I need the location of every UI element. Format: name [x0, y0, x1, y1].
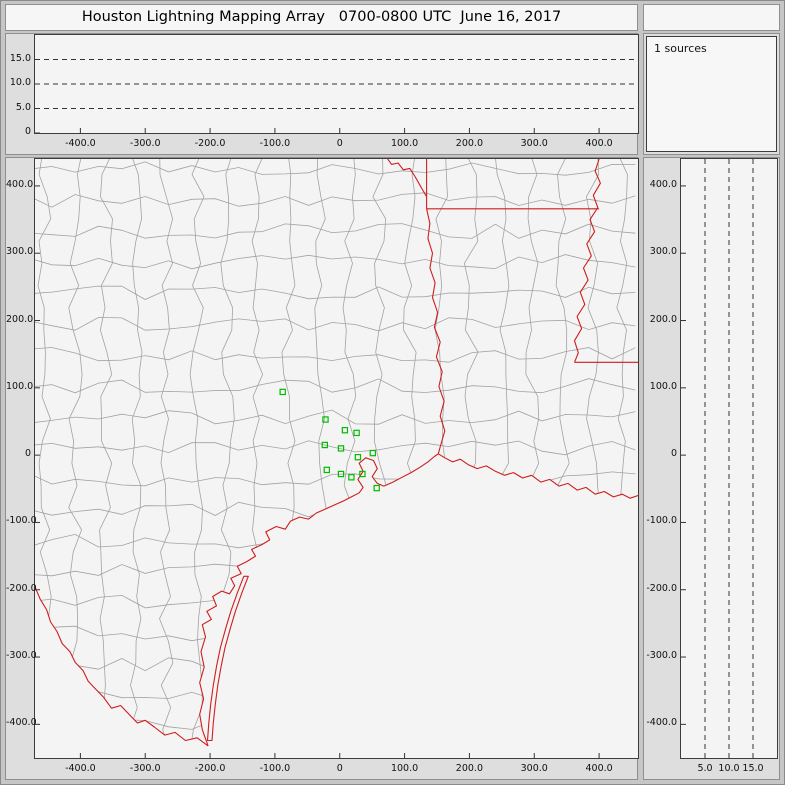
- tick-label: 0: [336, 763, 343, 774]
- source-count-label: 1 sources: [654, 42, 707, 55]
- tick-label: 200.0: [6, 313, 34, 325]
- altitude-ew-plot[interactable]: [34, 34, 639, 134]
- tick-label: 100.0: [649, 380, 677, 392]
- lma-station-marker: [321, 441, 329, 449]
- tick-label: 10.0: [9, 77, 31, 88]
- tick-label: 0: [670, 448, 677, 460]
- tick-label: 100.0: [390, 138, 419, 149]
- tick-label: 300.0: [6, 246, 34, 258]
- tick-label: 15.0: [742, 763, 764, 774]
- tick-label: 400.0: [649, 178, 677, 190]
- county-boundaries: [35, 159, 636, 746]
- lma-station-marker: [359, 470, 366, 478]
- tick-label: 200.0: [455, 138, 483, 149]
- lma-station-marker: [337, 470, 345, 478]
- state-border: [426, 208, 446, 454]
- tick-label: 400.0: [585, 763, 613, 774]
- tick-label: 400.0: [6, 178, 34, 190]
- tick-label: 200.0: [649, 313, 677, 325]
- tick-label: 100.0: [390, 763, 419, 774]
- barrier-island: [206, 575, 249, 742]
- lma-station-marker: [279, 388, 286, 396]
- tick-label: -200.0: [194, 763, 226, 774]
- plan-view-panel: -400.0 -300.0 -200.0 -100.0 0 100.0 200.0 300.0…: [5, 157, 639, 780]
- tick-label: -400.0: [646, 717, 677, 729]
- tick-label: 200.0: [455, 763, 483, 774]
- tick-label: -200.0: [6, 582, 37, 594]
- tick-label: 5.0: [697, 763, 713, 774]
- tick-label: -300.0: [646, 650, 677, 662]
- window-title: Houston Lightning Mapping Array 0700-080…: [81, 9, 562, 25]
- tick-label: -100.0: [646, 515, 677, 527]
- tick-label: 300.0: [520, 763, 548, 774]
- tick-label: -200.0: [194, 138, 226, 149]
- lma-station-marker: [323, 466, 331, 474]
- lma-station-marker: [348, 474, 355, 481]
- source-count-panel: 1 sources: [643, 33, 780, 155]
- lma-station-marker: [337, 445, 345, 452]
- altitude-ew-canvas: [35, 59, 638, 133]
- rio-grande-border: [35, 586, 209, 747]
- ns-altitude-panel: 5.0 10.0 15.0 400.0 300.0 200.0 100.0 0 -100.0 -2…: [643, 157, 780, 780]
- tick-label: 100.0: [6, 380, 34, 392]
- lma-station-marker: [322, 416, 329, 423]
- tick-label: 0: [24, 126, 31, 137]
- lma-station-marker: [369, 449, 377, 457]
- plan-view-plot[interactable]: [34, 158, 639, 759]
- tick-label: 0: [336, 138, 343, 149]
- tick-label: -400.0: [65, 763, 96, 774]
- tick-label: 5.0: [15, 101, 31, 113]
- plan-view-map-canvas: [35, 159, 638, 758]
- tick-label: 0: [24, 448, 31, 460]
- altitude-ew-panel: -400.0 -300.0 -200.0 -100.0 0 100.0 200.0 300.0…: [5, 33, 639, 155]
- title-bar: Houston Lightning Mapping Array 0700-080…: [5, 4, 638, 31]
- tick-label: -100.0: [259, 763, 291, 774]
- tick-label: -300.0: [129, 138, 161, 149]
- tick-label: 300.0: [520, 138, 548, 149]
- source-count-box: 1 sources: [646, 36, 777, 152]
- ns-altitude-canvas: [681, 159, 754, 758]
- tick-label: -100.0: [259, 138, 291, 149]
- lma-station-marker: [373, 484, 380, 492]
- tick-label: 15.0: [9, 52, 31, 64]
- ns-altitude-plot[interactable]: [680, 158, 778, 759]
- lma-station-marker: [341, 427, 349, 434]
- tick-label: 10.0: [718, 763, 740, 774]
- tick-label: -400.0: [6, 717, 37, 729]
- lma-station-marker: [353, 429, 360, 437]
- tick-label: -300.0: [6, 650, 37, 662]
- tick-label: 400.0: [585, 138, 613, 149]
- lma-station-marker: [354, 454, 362, 461]
- tick-label: -400.0: [65, 138, 96, 149]
- state-border: [387, 159, 428, 197]
- tick-label: -300.0: [129, 763, 161, 774]
- coastline: [199, 453, 638, 747]
- state-border: [573, 159, 601, 363]
- top-right-spacer: [643, 4, 780, 31]
- tick-label: -100.0: [6, 515, 37, 527]
- tick-label: -200.0: [646, 582, 677, 594]
- tick-label: 300.0: [649, 246, 677, 258]
